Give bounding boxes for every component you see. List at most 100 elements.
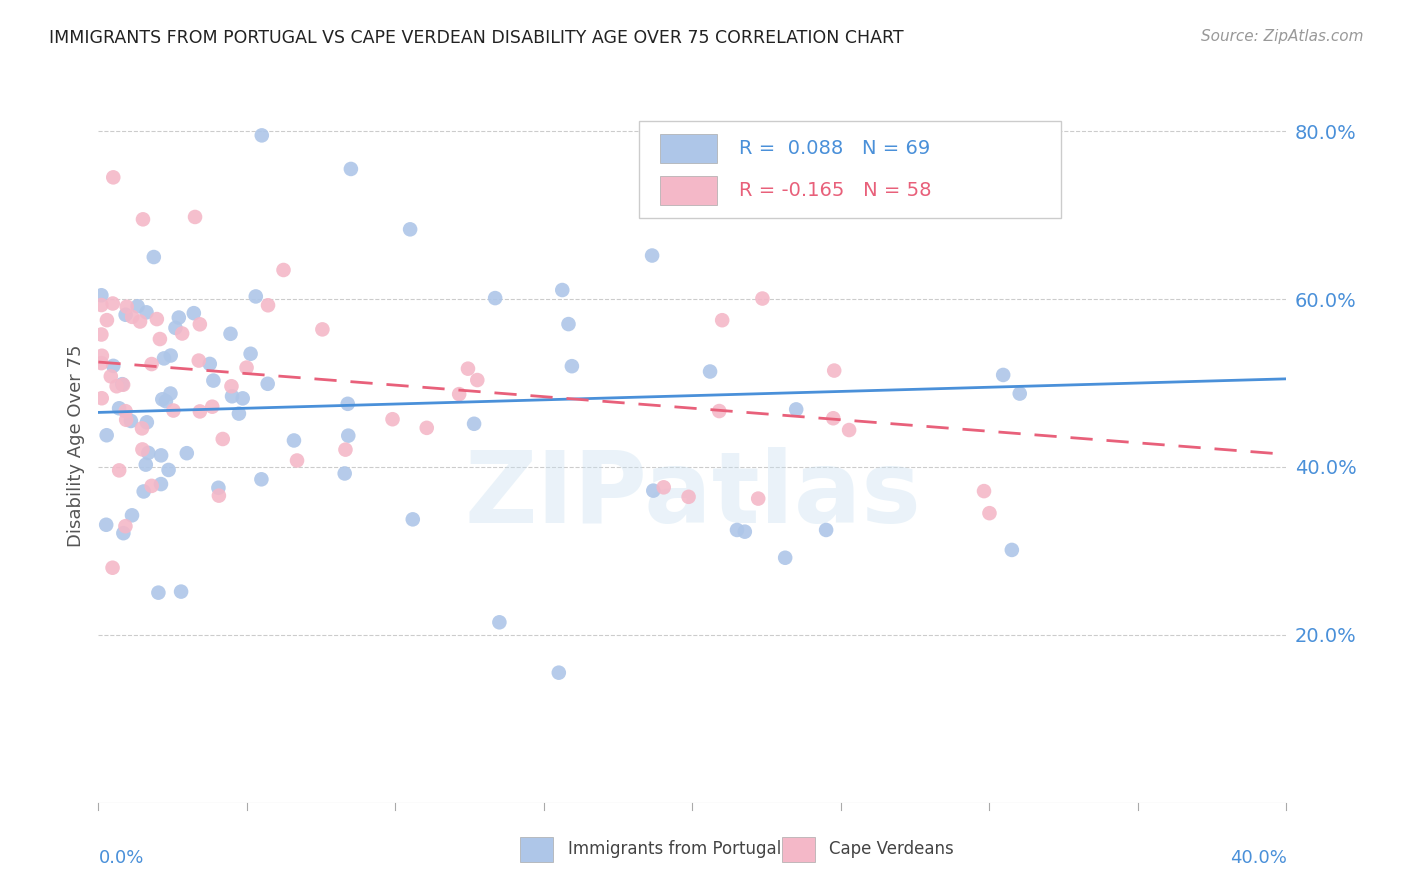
- Point: [90, 288, 112, 302]
- Point: [235, 360, 257, 375]
- Text: ZIPatlas: ZIPatlas: [464, 448, 921, 544]
- Point: [208, 489, 231, 503]
- Point: [162, 403, 184, 417]
- Point: [121, 508, 143, 523]
- Point: [991, 368, 1014, 382]
- Point: [337, 428, 360, 442]
- Point: [311, 322, 333, 336]
- Point: [176, 446, 198, 460]
- Text: Cape Verdeans: Cape Verdeans: [830, 840, 953, 858]
- Point: [101, 296, 124, 310]
- Point: [131, 421, 153, 435]
- Point: [336, 397, 359, 411]
- Point: [207, 481, 229, 495]
- Point: [250, 128, 273, 143]
- Text: 40.0%: 40.0%: [1230, 849, 1286, 867]
- Point: [773, 550, 796, 565]
- Point: [90, 391, 112, 405]
- Point: [90, 298, 112, 312]
- Point: [285, 453, 308, 467]
- Point: [114, 519, 136, 533]
- Point: [245, 289, 267, 303]
- Text: IMMIGRANTS FROM PORTUGAL VS CAPE VERDEAN DISABILITY AGE OVER 75 CORRELATION CHAR: IMMIGRANTS FROM PORTUGAL VS CAPE VERDEAN…: [49, 29, 904, 46]
- Text: Source: ZipAtlas.com: Source: ZipAtlas.com: [1201, 29, 1364, 44]
- Point: [188, 318, 211, 332]
- Point: [678, 490, 700, 504]
- Point: [129, 314, 152, 328]
- Point: [90, 349, 112, 363]
- Point: [155, 394, 177, 409]
- Point: [232, 392, 254, 406]
- Y-axis label: Disability Age Over 75: Disability Age Over 75: [66, 344, 84, 548]
- Point: [103, 359, 125, 373]
- FancyBboxPatch shape: [638, 121, 1060, 218]
- Point: [815, 523, 838, 537]
- Point: [150, 448, 173, 462]
- Point: [283, 434, 305, 448]
- Point: [402, 512, 425, 526]
- Point: [149, 477, 172, 491]
- FancyBboxPatch shape: [782, 837, 815, 862]
- Point: [979, 506, 1001, 520]
- Point: [250, 472, 273, 486]
- Point: [751, 292, 773, 306]
- Point: [734, 524, 756, 539]
- Point: [239, 347, 262, 361]
- Text: Immigrants from Portugal: Immigrants from Portugal: [568, 840, 780, 858]
- Point: [159, 386, 181, 401]
- Point: [547, 665, 569, 680]
- Point: [1001, 543, 1024, 558]
- Point: [381, 412, 404, 426]
- Point: [725, 523, 748, 537]
- Point: [114, 308, 136, 322]
- Point: [973, 484, 995, 499]
- Point: [557, 317, 579, 331]
- Text: R =  0.088   N = 69: R = 0.088 N = 69: [738, 139, 929, 158]
- Point: [641, 248, 664, 262]
- Point: [699, 364, 721, 378]
- Point: [115, 413, 138, 427]
- Point: [221, 379, 243, 393]
- Point: [111, 377, 134, 392]
- Point: [561, 359, 583, 374]
- Point: [153, 351, 176, 366]
- Text: 0.0%: 0.0%: [98, 849, 143, 867]
- Point: [219, 326, 242, 341]
- Point: [132, 484, 155, 499]
- Point: [463, 417, 485, 431]
- Point: [112, 526, 135, 541]
- Point: [100, 369, 122, 384]
- Point: [165, 321, 187, 335]
- Point: [257, 298, 280, 312]
- Point: [96, 517, 118, 532]
- Point: [172, 326, 194, 341]
- Point: [135, 305, 157, 319]
- Point: [449, 387, 471, 401]
- Point: [96, 313, 118, 327]
- Point: [333, 467, 356, 481]
- Point: [141, 357, 163, 371]
- Point: [201, 400, 224, 414]
- Point: [488, 615, 510, 630]
- Point: [115, 300, 138, 314]
- Point: [416, 421, 439, 435]
- Point: [108, 401, 131, 416]
- Point: [167, 310, 190, 325]
- Point: [146, 312, 169, 326]
- Point: [114, 404, 136, 418]
- Point: [709, 404, 731, 418]
- Point: [221, 389, 243, 403]
- Point: [142, 250, 165, 264]
- Point: [823, 363, 845, 377]
- Point: [187, 353, 209, 368]
- Point: [785, 402, 807, 417]
- Point: [228, 407, 250, 421]
- Point: [823, 411, 845, 425]
- Point: [643, 483, 665, 498]
- Point: [157, 463, 180, 477]
- Point: [127, 299, 149, 313]
- Point: [465, 373, 488, 387]
- Point: [652, 480, 675, 494]
- Point: [135, 415, 157, 429]
- Point: [273, 263, 295, 277]
